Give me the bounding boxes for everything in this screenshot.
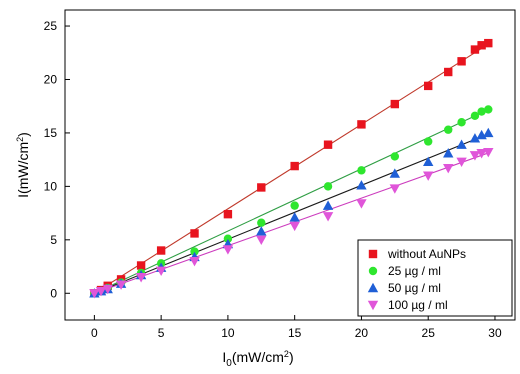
point-s2-14 (443, 148, 454, 158)
x-tick-label-6: 30 (488, 326, 502, 340)
x-axis-label: I0(mW/cm2) (222, 349, 293, 369)
point-s3-5 (155, 266, 167, 277)
point-s3-12 (389, 184, 401, 194)
point-s2-11 (356, 180, 367, 190)
y-tick-label-0: 0 (50, 286, 57, 300)
point-s2-12 (389, 168, 401, 178)
x-tick-label-5: 25 (422, 326, 436, 340)
point-s1-12 (390, 152, 400, 161)
point-s3-11 (356, 199, 367, 209)
point-s0-11 (357, 120, 366, 129)
plot-frame (64, 9, 516, 321)
point-s3-16 (469, 151, 481, 161)
legend-marker-2 (367, 282, 379, 293)
legend-marker-0 (368, 249, 378, 259)
point-s1-8 (257, 218, 266, 227)
legend-label-2: 50 µg / ml (388, 281, 441, 295)
point-s1-14 (444, 125, 453, 134)
point-s0-18 (484, 38, 493, 48)
point-s3-13 (423, 171, 434, 181)
x-axis-ticks: 0 5 10 15 20 25 30 (91, 315, 502, 340)
point-s0-13 (424, 81, 433, 91)
y-tick-label-3: 15 (44, 126, 58, 140)
point-s2-16 (469, 133, 481, 143)
point-s3-9 (289, 221, 300, 232)
point-s0-12 (390, 99, 400, 109)
point-s1-17 (477, 107, 486, 116)
point-s3-6 (189, 257, 200, 267)
point-s1-11 (357, 166, 366, 175)
point-s1-7 (223, 234, 233, 243)
y-axis-label: I(mW/cm2) (15, 132, 31, 198)
point-s1-18 (484, 105, 493, 114)
point-s0-7 (223, 209, 233, 219)
point-s3-3 (115, 280, 127, 290)
point-s0-6 (190, 229, 199, 238)
legend-box (357, 239, 513, 317)
point-s3-10 (322, 212, 334, 222)
y-tick-label-1: 5 (50, 233, 57, 247)
point-s0-15 (457, 57, 466, 66)
point-s3-14 (443, 164, 454, 174)
point-s3-4 (135, 273, 147, 283)
y-tick-label-4: 20 (44, 72, 58, 86)
y-axis-ticks: 0 5 10 15 20 25 (44, 19, 70, 300)
point-s3-0 (89, 289, 100, 299)
point-s0-4 (136, 261, 146, 270)
point-s1-16 (470, 111, 480, 121)
point-s1-6 (190, 247, 199, 256)
point-s0-8 (257, 183, 266, 192)
point-s0-9 (290, 161, 299, 171)
x-tick-label-2: 10 (221, 326, 235, 340)
point-s2-10 (322, 200, 334, 210)
point-s3-1 (95, 286, 107, 297)
point-s0-10 (323, 140, 333, 149)
point-s3-18 (483, 147, 494, 158)
point-s0-16 (470, 45, 480, 54)
y-tick-label-2: 10 (44, 179, 58, 193)
point-s3-15 (456, 157, 467, 167)
x-tick-label-3: 15 (288, 326, 302, 340)
legend-marker-3 (367, 300, 379, 311)
data-markers (89, 38, 494, 299)
point-s2-8 (256, 226, 267, 236)
point-s1-10 (323, 182, 333, 191)
x-tick-label-4: 20 (355, 326, 369, 340)
point-s1-9 (290, 201, 299, 210)
y-tick-label-5: 25 (44, 19, 58, 33)
point-s1-15 (457, 118, 466, 127)
point-s3-17 (476, 149, 487, 159)
point-s0-5 (156, 246, 166, 255)
legend-label-0: without AuNPs (387, 247, 466, 261)
point-s2-15 (456, 139, 467, 149)
point-s3-2 (102, 284, 113, 295)
point-s3-8 (256, 235, 267, 246)
point-s2-9 (289, 212, 300, 222)
legend-marker-1 (368, 266, 378, 276)
point-s1-13 (424, 137, 433, 146)
point-s0-17 (477, 41, 486, 50)
legend-label-3: 100 µg / ml (388, 298, 448, 312)
legend-label-1: 25 µg / ml (388, 264, 441, 278)
point-s0-14 (444, 67, 453, 77)
point-s2-18 (483, 127, 494, 138)
x-tick-label-0: 0 (91, 326, 98, 340)
x-tick-label-1: 5 (158, 326, 165, 340)
point-s3-7 (222, 245, 234, 255)
legend: without AuNPs 25 µg / ml 50 µg / ml 100 µg … (357, 239, 513, 317)
point-s2-13 (423, 156, 434, 166)
